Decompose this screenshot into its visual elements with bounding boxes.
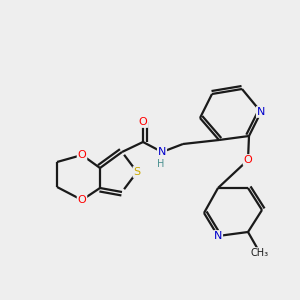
Text: S: S xyxy=(134,167,141,177)
Text: O: O xyxy=(139,117,147,127)
Text: O: O xyxy=(78,195,86,205)
Text: O: O xyxy=(244,155,252,165)
Text: N: N xyxy=(158,147,166,157)
Text: O: O xyxy=(78,150,86,160)
Text: N: N xyxy=(257,107,265,117)
Text: N: N xyxy=(214,231,222,241)
Text: CH₃: CH₃ xyxy=(251,248,269,258)
Text: H: H xyxy=(157,159,165,169)
